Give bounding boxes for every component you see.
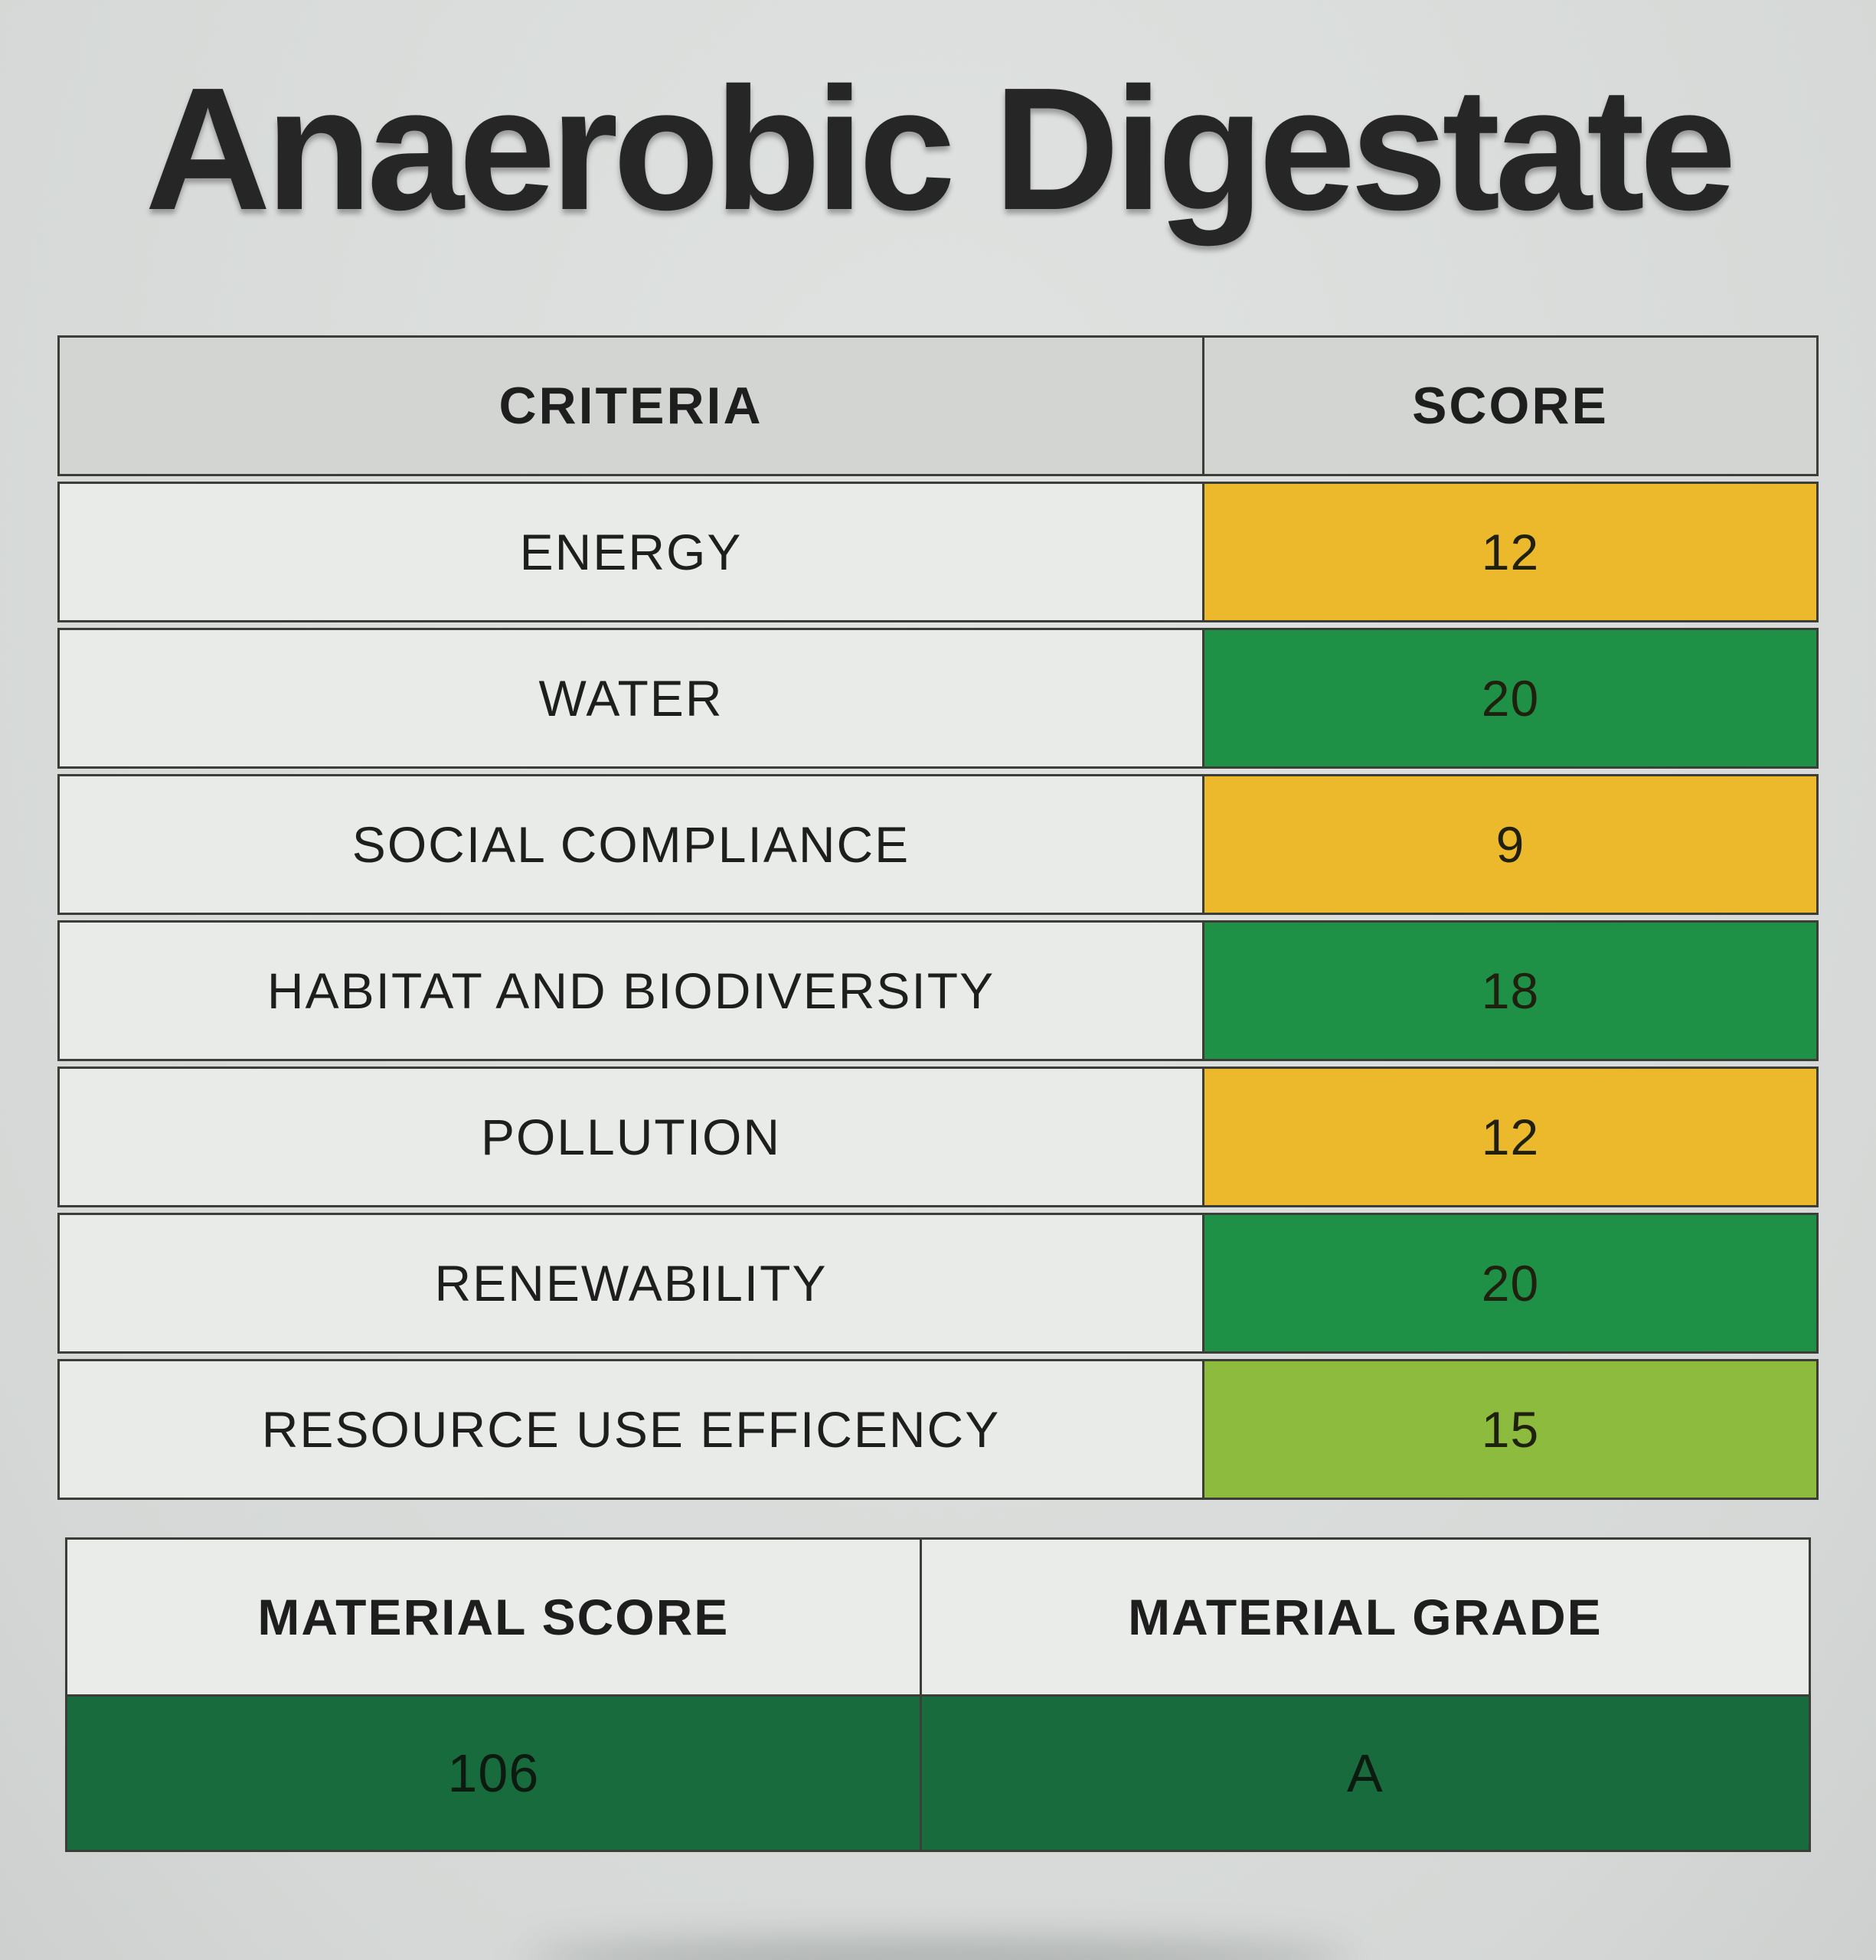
- table-row: RESOURCE USE EFFICENCY 15: [57, 1358, 1819, 1500]
- criteria-cell: POLLUTION: [57, 1066, 1202, 1207]
- page-title: Anaerobic Digestate: [145, 52, 1737, 247]
- score-cell: 20: [1202, 1212, 1819, 1354]
- table-row: POLLUTION 12: [57, 1066, 1819, 1207]
- score-cell: 15: [1202, 1358, 1819, 1500]
- score-cell: 12: [1202, 481, 1819, 622]
- criteria-cell: SOCIAL COMPLIANCE: [57, 773, 1202, 915]
- table-row: SOCIAL COMPLIANCE 9: [57, 773, 1819, 915]
- summary-table: MATERIAL SCORE MATERIAL GRADE 106 A: [65, 1537, 1812, 1852]
- material-grade-value-cell: A: [919, 1694, 1812, 1852]
- criteria-header-cell: CRITERIA: [57, 335, 1202, 476]
- score-cell: 12: [1202, 1066, 1819, 1207]
- material-score-value-cell: 106: [65, 1694, 922, 1852]
- paper-edge-shadow: [525, 1942, 1351, 1960]
- table-row: HABITAT AND BIODIVERSITY 18: [57, 920, 1819, 1061]
- score-cell: 20: [1202, 627, 1819, 769]
- material-grade-header-cell: MATERIAL GRADE: [919, 1537, 1812, 1697]
- score-cell: 9: [1202, 773, 1819, 915]
- criteria-cell: HABITAT AND BIODIVERSITY: [57, 920, 1202, 1061]
- score-header-cell: SCORE: [1202, 335, 1819, 476]
- score-cell: 18: [1202, 920, 1819, 1061]
- criteria-cell: ENERGY: [57, 481, 1202, 622]
- summary-header-row: MATERIAL SCORE MATERIAL GRADE: [65, 1537, 1812, 1697]
- table-row: RENEWABILITY 20: [57, 1212, 1819, 1354]
- material-score-header-cell: MATERIAL SCORE: [65, 1537, 922, 1697]
- criteria-cell: RENEWABILITY: [57, 1212, 1202, 1354]
- table-row: WATER 20: [57, 627, 1819, 769]
- summary-value-row: 106 A: [65, 1694, 1812, 1852]
- table-header-row: CRITERIA SCORE: [57, 335, 1819, 476]
- criteria-cell: RESOURCE USE EFFICENCY: [57, 1358, 1202, 1500]
- criteria-table: CRITERIA SCORE ENERGY 12 WATER 20 SOCIAL…: [57, 330, 1819, 1505]
- table-row: ENERGY 12: [57, 481, 1819, 622]
- criteria-cell: WATER: [57, 627, 1202, 769]
